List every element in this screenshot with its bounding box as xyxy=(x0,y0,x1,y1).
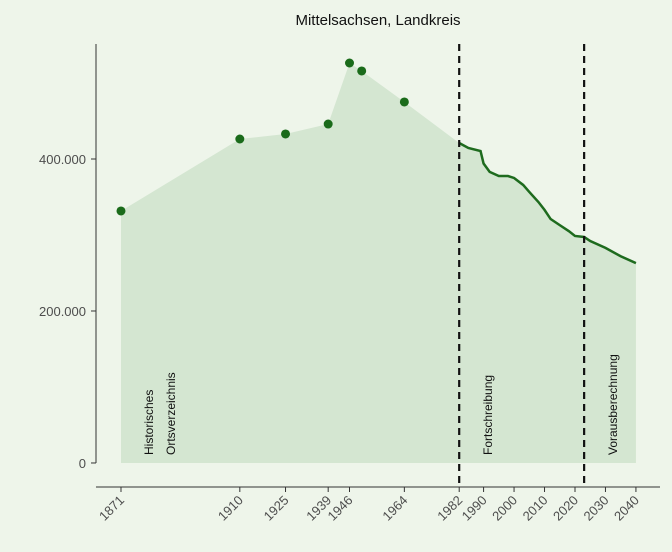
point xyxy=(323,119,333,129)
point xyxy=(345,58,355,68)
annotation: Ortsverzeichnis xyxy=(164,372,178,455)
y-tick-label: 200.000 xyxy=(39,304,86,319)
annotation: Historisches xyxy=(142,390,156,455)
y-tick-label: 0 xyxy=(79,456,86,471)
annotation: Vorausberechnung xyxy=(606,354,620,455)
point xyxy=(116,206,126,216)
area xyxy=(120,62,636,463)
point xyxy=(399,97,409,107)
point xyxy=(357,66,367,76)
point xyxy=(235,134,245,144)
chart-title: Mittelsachsen, Landkreis xyxy=(295,12,460,29)
y-tick-label: 400.000 xyxy=(39,152,86,167)
annotation: Fortschreibung xyxy=(481,375,495,455)
point xyxy=(281,129,291,139)
line xyxy=(458,141,637,265)
